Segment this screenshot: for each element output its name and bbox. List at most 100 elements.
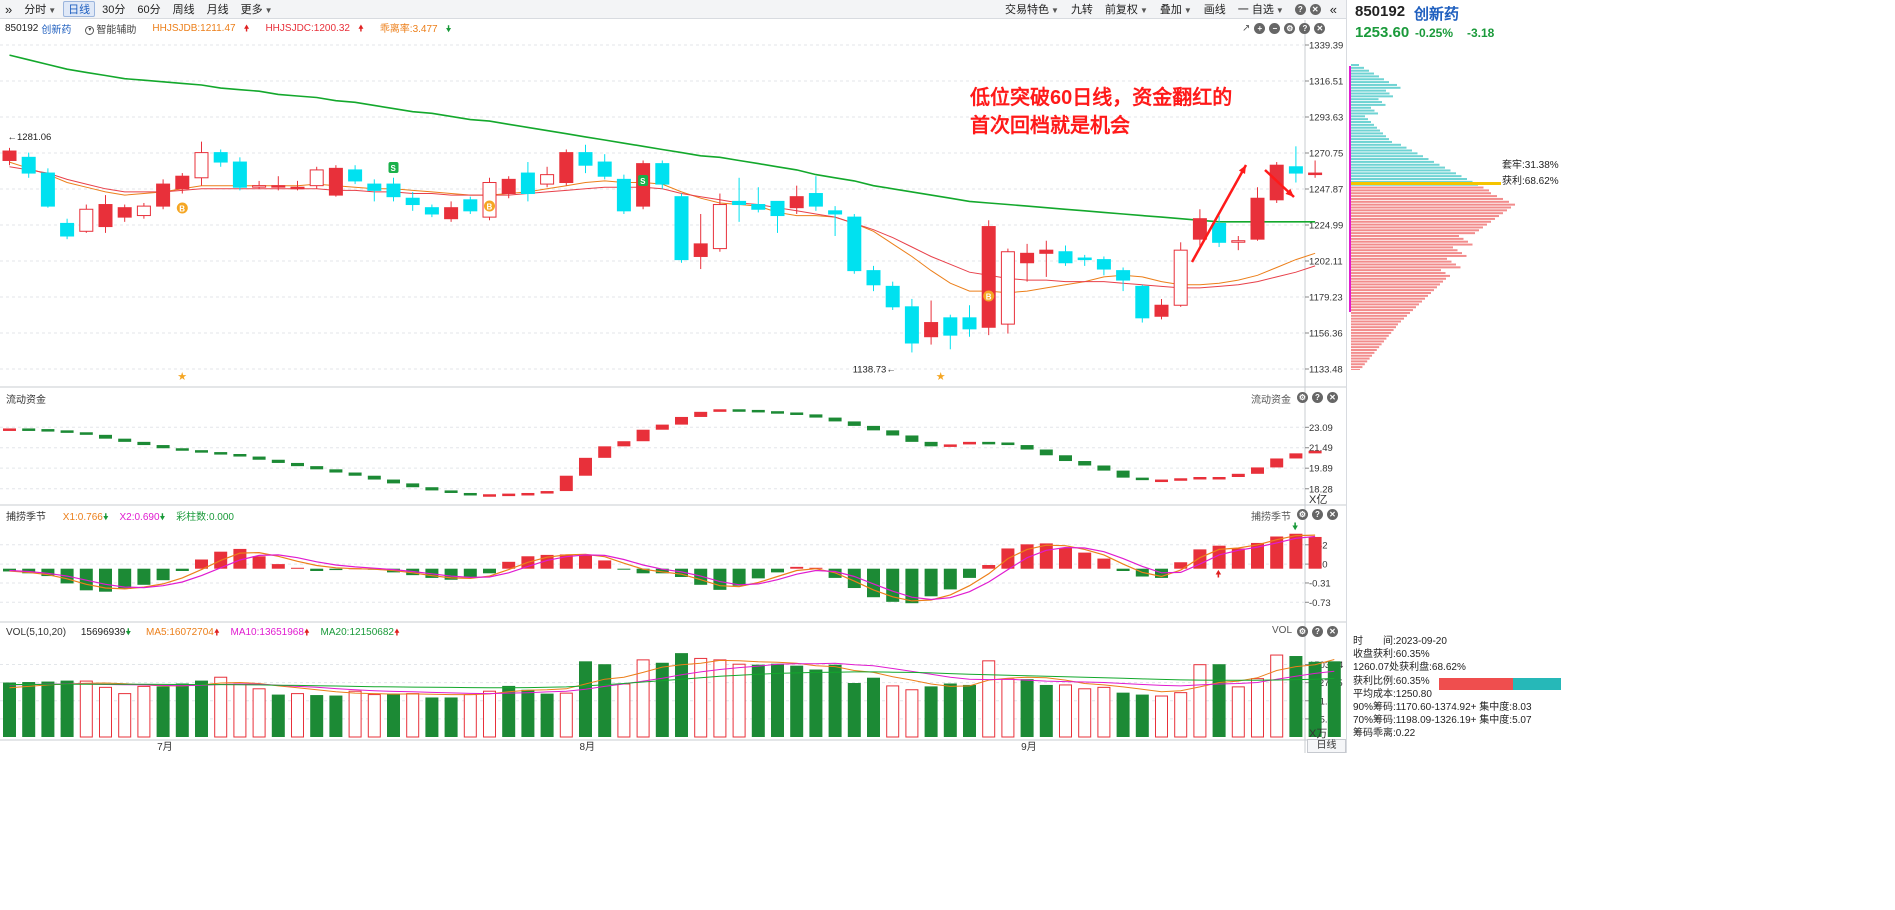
- trade-features-button[interactable]: 交易特色 ▼: [1005, 4, 1059, 16]
- vol-ma20-line: [9, 671, 1335, 689]
- vol-bar: [636, 659, 650, 738]
- close-icon[interactable]: ✕: [1327, 509, 1338, 520]
- settings-icon[interactable]: ⚙: [1297, 509, 1308, 520]
- zoom-out-icon[interactable]: −: [1269, 23, 1281, 34]
- smart-assist-toggle[interactable]: ▾ 智能辅助: [85, 21, 144, 36]
- candle-body: [1250, 197, 1265, 240]
- vol-bar: [1001, 678, 1015, 738]
- close-icon[interactable]: ✕: [1309, 3, 1321, 15]
- vol-bar: [41, 681, 55, 737]
- candle-body: [1077, 257, 1092, 261]
- candle-body: [674, 196, 689, 261]
- settings-icon[interactable]: ⚙: [1297, 626, 1308, 637]
- vol-bar: [655, 662, 669, 737]
- period-daily[interactable]: 日线: [63, 1, 96, 17]
- flow-bar: [1155, 479, 1168, 483]
- period-30min[interactable]: 30分: [102, 4, 126, 16]
- draw-line-button[interactable]: 画线: [1203, 4, 1226, 16]
- price-tick-label: 1316.51: [1309, 77, 1343, 88]
- vol-bar: [1308, 661, 1322, 737]
- annotation-arrow: [1190, 164, 1248, 263]
- period-weekly[interactable]: 周线: [172, 4, 195, 16]
- annotation-line-1: 低位突破60日线，资金翻红的: [970, 87, 1233, 109]
- flow-panel-title: 流动资金: [6, 395, 46, 406]
- vol-value: 15696939🠟: [80, 627, 132, 638]
- candle-body: [866, 270, 881, 286]
- flow-tick-label: 23.09: [1309, 423, 1333, 434]
- vol-bar: [444, 697, 458, 737]
- settings-icon[interactable]: ⚙: [1284, 23, 1296, 34]
- expand-icon[interactable]: »: [5, 2, 13, 17]
- chip-range-bar: [1349, 66, 1351, 312]
- vol-bar: [1116, 692, 1130, 737]
- season-bar: [636, 568, 650, 574]
- help-icon[interactable]: ?: [1294, 3, 1306, 15]
- chip-row: [1351, 126, 1377, 129]
- season-bar: [271, 564, 285, 569]
- settings-icon[interactable]: ⚙: [1297, 392, 1308, 403]
- flow-bar: [598, 446, 612, 458]
- season-bar: [943, 568, 957, 590]
- share-icon[interactable]: ↗: [1242, 23, 1251, 34]
- close-icon[interactable]: ✕: [1327, 626, 1338, 637]
- close-icon[interactable]: ✕: [1314, 23, 1326, 34]
- stock-name[interactable]: 创新药: [1414, 6, 1460, 23]
- vol-bar: [22, 682, 36, 737]
- vol-bar: [233, 683, 247, 738]
- flow-panel-icons: ⚙ ? ✕: [1297, 392, 1338, 403]
- season-bar: [886, 568, 900, 602]
- chip-row: [1351, 220, 1491, 223]
- flow-bar: [1231, 473, 1245, 477]
- season-bar: [905, 568, 919, 604]
- vol-bar: [598, 664, 612, 737]
- forward-adjust-button[interactable]: 前复权 ▼: [1104, 4, 1148, 16]
- chip-row: [1351, 217, 1495, 220]
- period-more[interactable]: 更多 ▼: [240, 4, 273, 16]
- collapse-icon[interactable]: «: [1329, 2, 1337, 17]
- nine-turn-button[interactable]: 九转: [1070, 4, 1093, 16]
- vol-bar: [1078, 688, 1092, 738]
- period-60min[interactable]: 60分: [137, 4, 161, 16]
- chip-row: [1351, 306, 1416, 309]
- vol-bar: [1097, 686, 1111, 738]
- price-tick-label: 1133.48: [1309, 365, 1343, 376]
- watchlist-button[interactable]: 一 自选 ▼: [1237, 4, 1284, 16]
- help-icon[interactable]: ?: [1312, 626, 1323, 637]
- flow-bar: [1193, 477, 1207, 480]
- chip-row: [1351, 297, 1425, 300]
- chip-level-profit: 1260.07处获利盘:68.62%: [1353, 662, 1466, 674]
- help-icon[interactable]: ?: [1312, 392, 1323, 403]
- zoom-in-icon[interactable]: +: [1254, 23, 1266, 34]
- vol-bar: [732, 663, 746, 738]
- vol-title: VOL(5,10,20): [6, 627, 67, 638]
- buy-signal-icon: [484, 200, 495, 212]
- overlay-button[interactable]: 叠加 ▼: [1159, 4, 1192, 16]
- vol-bar: [387, 693, 400, 737]
- season-bar: [751, 568, 765, 579]
- flow-bar: [694, 411, 708, 417]
- candle-body: [1192, 218, 1207, 240]
- candle-body: [40, 172, 55, 207]
- period-intraday[interactable]: 分时 ▼: [24, 4, 57, 16]
- help-icon[interactable]: ?: [1299, 23, 1311, 34]
- candle-body: [405, 197, 420, 206]
- flow-bar: [502, 493, 516, 497]
- sell-signal-icon: [638, 175, 649, 186]
- flow-bar: [483, 494, 496, 497]
- close-icon[interactable]: ✕: [1327, 392, 1338, 403]
- candle-body: [655, 163, 670, 185]
- chip-row: [1351, 360, 1368, 363]
- period-monthly[interactable]: 月线: [206, 4, 229, 16]
- candle-body: [60, 222, 75, 237]
- candle-body: [1212, 222, 1227, 243]
- help-icon[interactable]: ?: [1312, 509, 1323, 520]
- chip-date: 时 间:2023-09-20: [1353, 636, 1447, 647]
- candle-body: [1039, 249, 1054, 254]
- flow-bar: [463, 492, 477, 496]
- flow-bar: [233, 454, 247, 457]
- candle-body: [693, 243, 708, 257]
- season-bar: [1078, 552, 1092, 569]
- period-tab-daily[interactable]: 日线: [1307, 739, 1346, 753]
- chevron-down-icon: ▼: [264, 6, 273, 15]
- chip-row: [1351, 266, 1461, 269]
